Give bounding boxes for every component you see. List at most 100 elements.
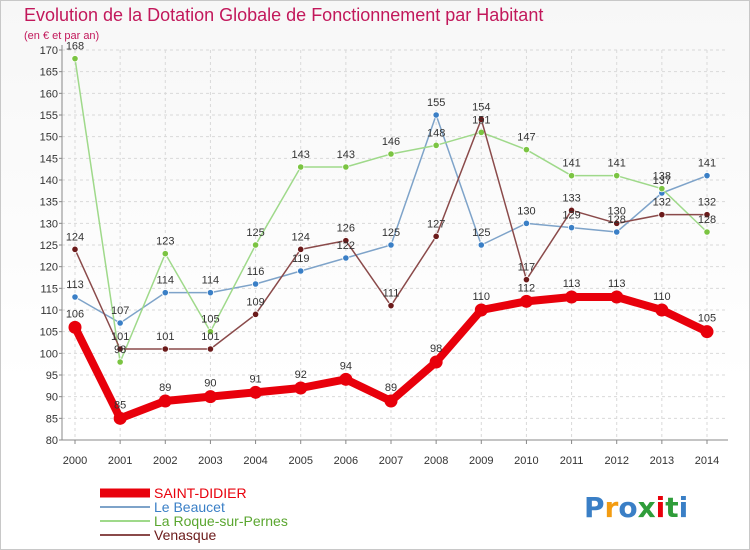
y-tick-label-90: 90 <box>46 392 58 404</box>
x-tick-label-2002: 2002 <box>153 455 177 467</box>
data-label-La Roque-sur-Pernes-2011: 141 <box>562 158 580 170</box>
point-La Roque-sur-Pernes-2010 <box>522 146 531 154</box>
data-label-SAINT-DIDIER-2000: 106 <box>66 308 84 320</box>
point-La Roque-sur-Pernes-2007 <box>387 150 395 158</box>
data-label-La Roque-sur-Pernes-2007: 146 <box>382 136 400 148</box>
point-La Roque-sur-Pernes-2014 <box>703 228 711 236</box>
point-La Roque-sur-Pernes-2002 <box>161 250 169 258</box>
y-tick-label-125: 125 <box>40 240 58 252</box>
data-label-SAINT-DIDIER-2013: 110 <box>653 291 671 303</box>
point-SAINT-DIDIER-2007 <box>384 394 398 408</box>
point-Le Beaucet-2001 <box>116 319 124 327</box>
point-La Roque-sur-Pernes-2003 <box>206 328 215 336</box>
y-tick-label-95: 95 <box>46 370 58 382</box>
logo-letter: o <box>618 491 637 524</box>
x-tick-label-2007: 2007 <box>379 455 403 467</box>
point-La Roque-sur-Pernes-2000 <box>71 55 79 63</box>
data-label-SAINT-DIDIER-2008: 98 <box>430 343 442 355</box>
logo-letter: x <box>638 491 656 524</box>
data-label-La Roque-sur-Pernes-2009: 151 <box>472 114 490 126</box>
y-tick-label-135: 135 <box>40 197 58 209</box>
point-Venasque-2014 <box>703 211 711 219</box>
x-tick-label-2008: 2008 <box>424 455 448 467</box>
data-label-La Roque-sur-Pernes-2003: 105 <box>201 314 219 326</box>
y-tick-label-150: 150 <box>40 132 58 144</box>
point-La Roque-sur-Pernes-2013 <box>658 185 666 193</box>
chart-subtitle: (en € et par an) <box>24 30 99 42</box>
data-label-SAINT-DIDIER-2012: 113 <box>608 278 626 290</box>
point-SAINT-DIDIER-2002 <box>158 394 172 408</box>
y-tick-label-160: 160 <box>40 88 58 100</box>
data-label-Le Beaucet-2004: 116 <box>247 266 265 278</box>
point-SAINT-DIDIER-2008 <box>429 355 443 369</box>
x-tick-label-2004: 2004 <box>243 455 267 467</box>
data-label-Venasque-2003: 101 <box>201 331 219 343</box>
point-Le Beaucet-2010 <box>522 219 531 227</box>
data-label-La Roque-sur-Pernes-2010: 147 <box>517 132 535 144</box>
data-label-Venasque-2011: 133 <box>562 192 580 204</box>
data-label-Le Beaucet-2005: 119 <box>292 253 310 265</box>
data-label-Le Beaucet-2002: 114 <box>157 275 175 287</box>
data-label-Venasque-2001: 101 <box>111 331 129 343</box>
data-label-SAINT-DIDIER-2004: 91 <box>249 373 261 385</box>
data-label-La Roque-sur-Pernes-2008: 148 <box>427 127 445 139</box>
y-tick-label-105: 105 <box>40 327 58 339</box>
data-label-Venasque-2012: 130 <box>608 205 626 217</box>
point-Venasque-2009 <box>477 115 485 123</box>
data-label-SAINT-DIDIER-2002: 89 <box>159 382 171 394</box>
point-Le Beaucet-2004 <box>251 280 260 288</box>
y-tick-label-140: 140 <box>40 175 58 187</box>
data-label-La Roque-sur-Pernes-2000: 168 <box>66 41 84 53</box>
data-label-Le Beaucet-2003: 114 <box>202 275 220 287</box>
point-Le Beaucet-2003 <box>206 289 215 297</box>
point-Venasque-2012 <box>613 219 621 227</box>
y-tick-label-100: 100 <box>40 348 58 360</box>
x-tick-label-2014: 2014 <box>695 455 719 467</box>
logo-letter: P <box>584 491 605 524</box>
point-La Roque-sur-Pernes-2006 <box>342 163 350 171</box>
x-tick-label-2013: 2013 <box>650 455 674 467</box>
data-label-Le Beaucet-2014: 141 <box>698 158 716 170</box>
x-tick-label-2009: 2009 <box>469 455 493 467</box>
point-Le Beaucet-2008 <box>432 111 440 119</box>
data-label-Venasque-2002: 101 <box>156 331 174 343</box>
x-tick-label-2001: 2001 <box>108 455 132 467</box>
point-SAINT-DIDIER-2001 <box>113 411 127 425</box>
point-Venasque-2005 <box>297 245 305 253</box>
point-SAINT-DIDIER-2010 <box>519 294 533 308</box>
point-Le Beaucet-2006 <box>342 254 350 262</box>
data-label-Le Beaucet-2012: 128 <box>608 214 626 226</box>
data-label-SAINT-DIDIER-2014: 105 <box>698 313 716 325</box>
data-label-Le Beaucet-2009: 125 <box>472 227 490 239</box>
chart-title: Evolution de la Dotation Globale de Fonc… <box>24 5 543 25</box>
data-label-SAINT-DIDIER-2011: 113 <box>563 278 581 290</box>
point-La Roque-sur-Pernes-2012 <box>613 172 621 180</box>
axes: 80 85 90 95 100 105 110 115 120 125 130 135 140 145 15… <box>40 45 728 467</box>
point-Venasque-2003 <box>206 345 215 353</box>
point-La Roque-sur-Pernes-2005 <box>297 163 305 171</box>
x-tick-label-2003: 2003 <box>198 455 222 467</box>
data-label-Venasque-2009: 154 <box>472 101 490 113</box>
point-Venasque-2007 <box>387 302 395 310</box>
data-label-SAINT-DIDIER-2006: 94 <box>340 360 352 372</box>
data-label-La Roque-sur-Pernes-2005: 143 <box>292 149 310 161</box>
point-SAINT-DIDIER-2003 <box>203 390 217 404</box>
y-tick-label-80: 80 <box>46 435 58 447</box>
data-label-Le Beaucet-2011: 129 <box>562 210 580 222</box>
point-La Roque-sur-Pernes-2008 <box>432 141 440 149</box>
y-tick-label-130: 130 <box>40 218 58 230</box>
y-tick-label-155: 155 <box>40 110 58 122</box>
data-label-La Roque-sur-Pernes-2002: 123 <box>156 236 174 248</box>
data-label-SAINT-DIDIER-2005: 92 <box>295 369 307 381</box>
data-label-SAINT-DIDIER-2001: 85 <box>114 399 126 411</box>
x-tick-label-2000: 2000 <box>63 455 87 467</box>
data-label-Venasque-2004: 109 <box>246 296 264 308</box>
legend-label-Venasque: Venasque <box>154 527 216 543</box>
data-label-Venasque-2005: 124 <box>292 231 310 243</box>
point-La Roque-sur-Pernes-2001 <box>116 358 124 366</box>
point-Venasque-2004 <box>251 310 260 318</box>
data-label-Le Beaucet-2006: 122 <box>337 240 355 252</box>
data-label-Le Beaucet-2000: 113 <box>66 279 84 291</box>
